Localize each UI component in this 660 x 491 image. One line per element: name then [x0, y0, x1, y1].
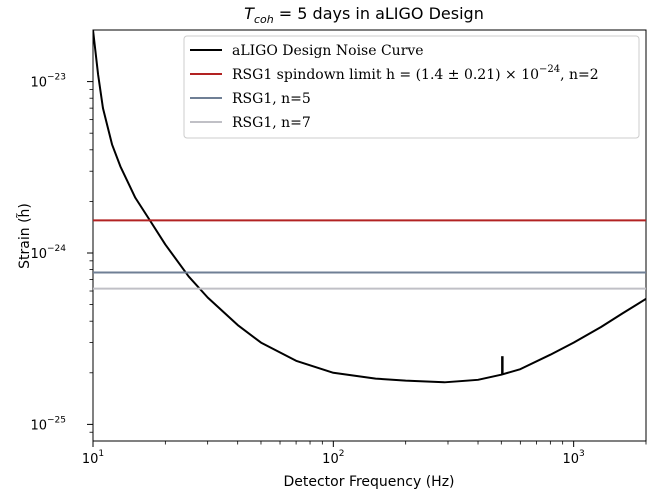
title-symbol: T [244, 4, 255, 23]
legend-label-3: RSG1, n=7 [232, 115, 311, 131]
x-tick-label: 102 [322, 449, 344, 467]
x-axis-label: Detector Frequency (Hz) [283, 474, 454, 490]
legend: aLIGO Design Noise Curve RSG1 spindown li… [183, 35, 640, 139]
legend-label-2: RSG1, n=5 [232, 91, 311, 107]
title-subscript: coh [254, 13, 274, 26]
x-tick-label: 103 [563, 449, 585, 467]
series-curve-0 [93, 30, 646, 384]
x-tick-label: 101 [82, 449, 104, 467]
y-tick-label: 10−24 [30, 244, 66, 262]
y-axis-label: Strain (h̃) [16, 203, 33, 269]
legend-box [183, 35, 640, 139]
plot-frame [92, 29, 647, 442]
legend-label-1: RSG1 spindown limit h = (1.4 ± 0.21) × 1… [232, 64, 599, 83]
legend-label-0: aLIGO Design Noise Curve [232, 43, 424, 59]
y-tick-label: 10−23 [30, 73, 66, 91]
y-tick-label: 10−25 [30, 415, 66, 433]
legend-items: aLIGO Design Noise Curve RSG1 spindown li… [190, 43, 599, 131]
title-rest: = 5 days in aLIGO Design [274, 4, 484, 23]
series-layer [93, 30, 646, 384]
chart-title: Tcoh = 5 days in aLIGO Design [244, 4, 484, 26]
axis-layer: 101 102 103 10−23 10−24 10−25 [30, 73, 647, 467]
